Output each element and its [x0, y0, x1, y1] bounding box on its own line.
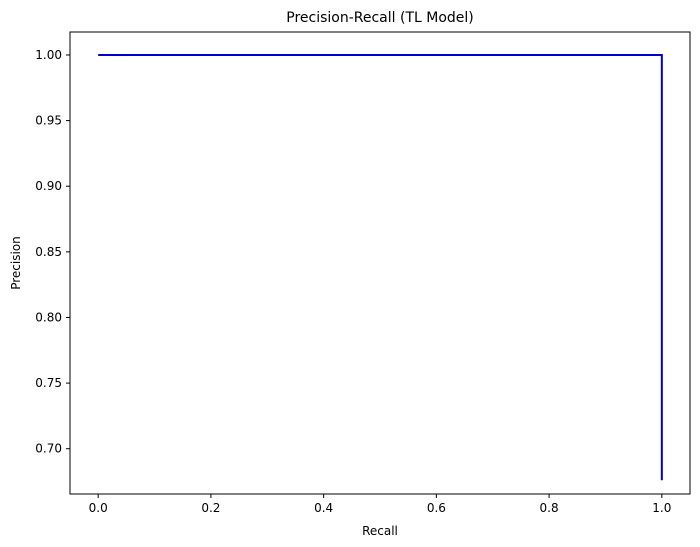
x-axis: 0.0 0.2 0.4 0.6 0.8 1.0 — [89, 494, 671, 515]
y-axis-label: Precision — [9, 236, 23, 290]
x-tick-label: 1.0 — [652, 501, 671, 515]
series-layer — [98, 53, 663, 481]
chart-title: Precision-Recall (TL Model) — [286, 10, 474, 26]
x-axis-label: Recall — [362, 524, 398, 538]
y-tick-label: 0.80 — [35, 310, 62, 324]
y-axis: 0.70 0.75 0.80 0.85 0.90 0.95 1.00 — [35, 48, 70, 456]
plot-area-frame — [69, 31, 691, 495]
y-tick-label: 0.70 — [35, 442, 62, 456]
x-tick-label: 0.8 — [540, 501, 559, 515]
pr-curve-line — [98, 53, 663, 481]
y-tick-label: 0.85 — [35, 245, 62, 259]
y-tick-label: 1.00 — [35, 48, 62, 62]
x-tick-label: 0.4 — [314, 501, 333, 515]
y-tick-label: 0.75 — [35, 376, 62, 390]
y-tick-label: 0.95 — [35, 114, 62, 128]
x-tick-label: 0.0 — [89, 501, 108, 515]
y-tick-label: 0.90 — [35, 179, 62, 193]
x-tick-label: 0.6 — [427, 501, 446, 515]
x-tick-label: 0.2 — [201, 501, 220, 515]
